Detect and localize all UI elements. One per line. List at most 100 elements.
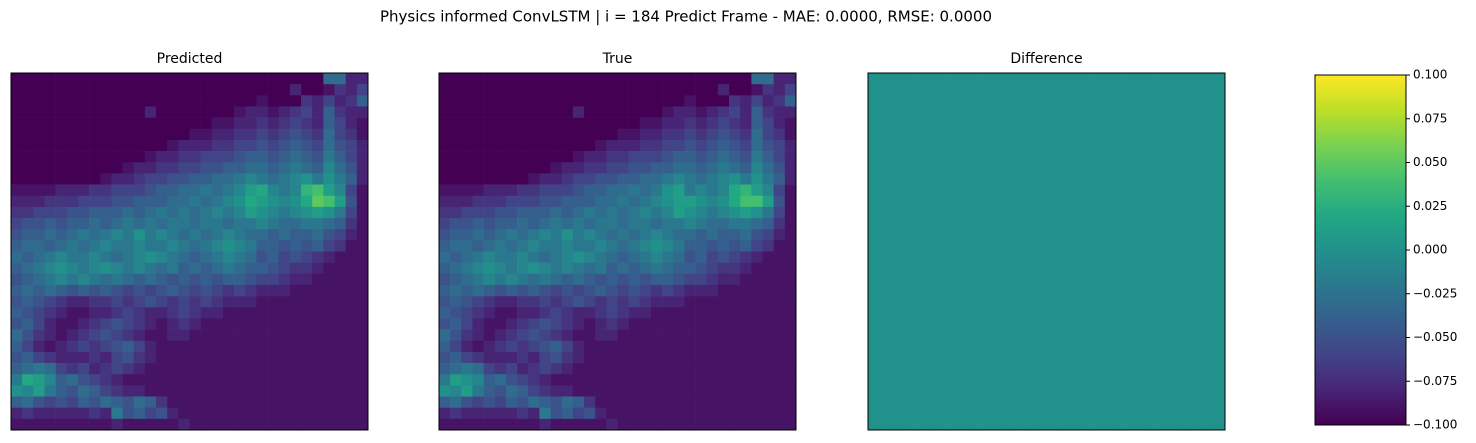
cell [100,173,112,185]
cell [1024,340,1036,353]
cell [923,139,936,152]
cell [22,262,34,275]
cell [1202,218,1215,230]
cell [1146,128,1159,141]
cell [133,363,146,375]
cell [1135,162,1148,174]
cell [968,151,980,163]
cell [1046,139,1058,152]
cell [673,229,685,241]
cell [968,418,980,431]
cell [312,117,324,130]
cell [784,128,797,141]
cell [706,251,719,263]
cell [133,117,146,130]
cell [561,84,574,96]
cell [461,262,473,275]
cell [868,374,880,386]
cell [595,284,607,297]
cell [278,418,291,431]
cell [334,162,346,174]
cell [957,206,969,219]
cell [617,262,629,275]
cell [505,195,518,208]
cell [450,206,462,219]
cell [528,73,540,85]
cell [222,229,235,241]
cell [222,307,235,319]
cell [517,151,529,163]
cell [784,407,797,420]
cell [639,418,652,431]
cell [628,418,641,431]
cell [901,363,913,375]
cell [561,162,574,174]
cell [1180,396,1192,408]
cell [606,284,618,297]
cell [1158,73,1170,85]
cell [673,374,685,386]
cell [1068,139,1081,152]
cell [1213,128,1226,141]
cell [1213,407,1226,420]
cell [312,385,324,397]
cell [211,251,224,263]
cell [729,396,741,408]
cell [1035,73,1047,85]
cell [606,218,618,230]
cell [312,251,324,263]
cell [901,84,913,96]
cell [483,106,496,118]
cell [472,273,484,286]
cell [684,162,696,174]
cell [439,84,451,96]
cell [55,340,68,353]
cell [740,206,752,219]
cell [111,73,123,85]
cell [77,73,90,85]
cell [729,251,741,263]
cell [1213,117,1226,130]
cell [461,251,473,263]
cell [100,374,112,386]
cell [639,184,652,197]
cell [289,117,302,130]
cell [695,117,708,130]
cell [1124,117,1137,130]
cell [1079,407,1092,420]
cell [673,407,685,420]
cell [167,229,179,241]
cell [673,273,685,286]
cell [11,184,23,197]
cell [345,307,358,319]
cell [472,363,484,375]
cell [100,407,112,420]
cell [528,251,540,263]
cell [301,73,313,85]
cell [245,318,257,330]
cell [222,251,235,263]
cell [156,351,168,364]
cell [1169,251,1181,263]
cell [979,106,992,118]
cell [189,162,201,174]
cell [990,206,1003,219]
cell [729,262,741,275]
cell [784,95,797,107]
cell [561,363,574,375]
cell [550,206,563,219]
cell [517,95,529,107]
cell [584,106,596,118]
cell [66,262,79,275]
cell [450,262,462,275]
cell [706,117,719,130]
cell [517,329,529,342]
cell [211,184,224,197]
cell [472,218,484,230]
cell [167,385,179,397]
cell [211,307,224,319]
cell [289,340,302,353]
cell [1169,351,1181,364]
cell [628,173,641,185]
cell [1169,229,1181,241]
